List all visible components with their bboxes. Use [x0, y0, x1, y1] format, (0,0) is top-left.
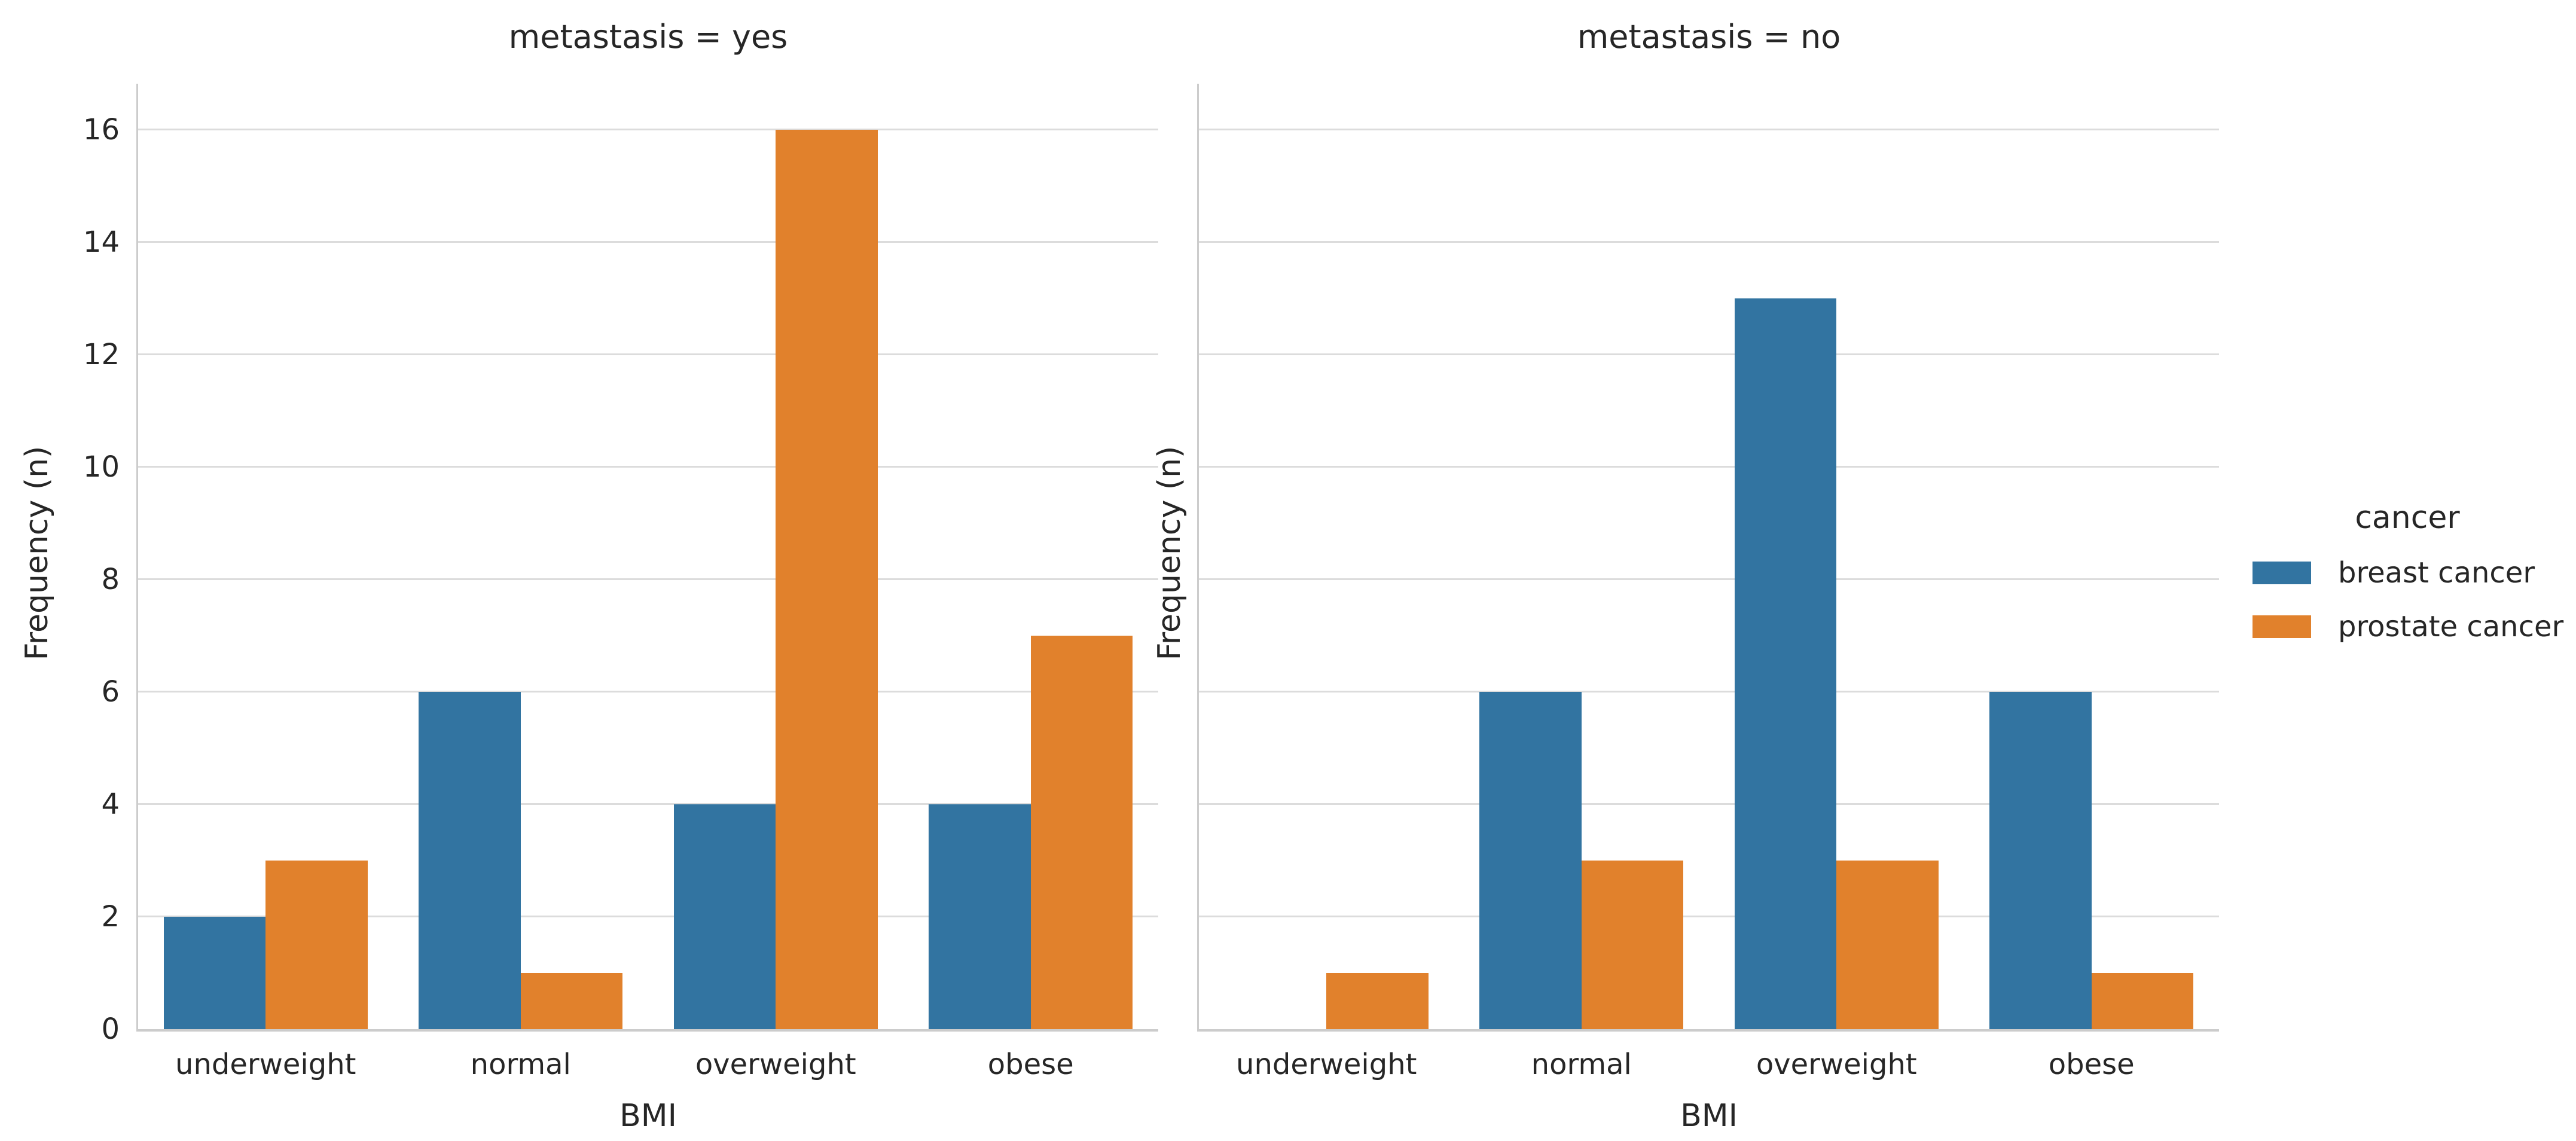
bar-prostate-cancer-normal	[1581, 861, 1684, 1029]
y-tick-label-6: 6	[101, 675, 120, 709]
bar-breast-cancer-underweight	[163, 917, 266, 1029]
y-tick-label-0: 0	[101, 1012, 120, 1046]
legend-swatch-prostate-cancer	[2253, 615, 2311, 638]
x-tick-label-normal: normal	[470, 1048, 571, 1081]
x-axis-label-left-panel: BMI	[619, 1098, 677, 1134]
facet-title-metastasis-no: metastasis = no	[1577, 18, 1841, 56]
plot-area-metastasis-yes	[136, 84, 1158, 1032]
bar-prostate-cancer-overweight	[776, 130, 878, 1029]
bar-prostate-cancer-normal	[520, 973, 623, 1029]
legend-swatch-breast-cancer	[2253, 562, 2311, 584]
x-tick-label-normal: normal	[1531, 1048, 1632, 1081]
x-tick-label-overweight: overweight	[1756, 1048, 1917, 1081]
grid-line-y-4	[1199, 803, 2219, 805]
legend-entry-prostate-cancer: prostate cancer	[2253, 609, 2563, 645]
y-tick-label-2: 2	[101, 900, 120, 933]
bar-prostate-cancer-overweight	[1836, 861, 1939, 1029]
bar-breast-cancer-overweight	[1734, 298, 1837, 1029]
bar-breast-cancer-normal	[419, 692, 521, 1029]
grid-line-y-4	[138, 803, 1158, 805]
facet-title-metastasis-yes: metastasis = yes	[508, 18, 788, 56]
bar-breast-cancer-obese	[1989, 692, 2092, 1029]
bar-prostate-cancer-underweight	[1326, 973, 1429, 1029]
legend-title: cancer	[2355, 500, 2460, 536]
grid-line-y-2	[138, 916, 1158, 917]
grid-line-y-6	[138, 691, 1158, 692]
x-tick-label-overweight: overweight	[695, 1048, 856, 1081]
grid-line-y-12	[138, 353, 1158, 355]
x-tick-label-underweight: underweight	[1236, 1048, 1417, 1081]
x-tick-label-underweight: underweight	[175, 1048, 356, 1081]
legend-entry-breast-cancer: breast cancer	[2253, 555, 2535, 591]
y-tick-label-14: 14	[83, 225, 120, 259]
bar-breast-cancer-overweight	[673, 804, 776, 1029]
bar-prostate-cancer-underweight	[265, 861, 368, 1029]
grid-line-y-8	[138, 578, 1158, 580]
plot-area-metastasis-no	[1197, 84, 2219, 1032]
bar-prostate-cancer-obese	[2091, 973, 2194, 1029]
x-tick-label-obese: obese	[2048, 1048, 2135, 1081]
y-tick-label-12: 12	[83, 338, 120, 371]
y-tick-label-10: 10	[83, 450, 120, 484]
legend-label-prostate-cancer: prostate cancer	[2338, 610, 2564, 643]
y-tick-label-16: 16	[83, 113, 120, 147]
y-tick-label-4: 4	[101, 788, 120, 821]
grid-line-y-10	[138, 466, 1158, 468]
grid-line-y-12	[1199, 353, 2219, 355]
grid-line-y-14	[138, 241, 1158, 243]
grid-line-y-16	[138, 129, 1158, 130]
grid-line-y-14	[1199, 241, 2219, 243]
legend-label-breast-cancer: breast cancer	[2338, 556, 2535, 590]
grid-line-y-16	[1199, 129, 2219, 130]
bar-breast-cancer-normal	[1479, 692, 1582, 1029]
x-tick-label-obese: obese	[987, 1048, 1074, 1081]
bar-breast-cancer-obese	[929, 804, 1031, 1029]
bar-prostate-cancer-obese	[1030, 636, 1133, 1029]
y-tick-label-8: 8	[101, 563, 120, 596]
grid-line-y-8	[1199, 578, 2219, 580]
grid-line-y-2	[1199, 916, 2219, 917]
grid-line-y-6	[1199, 691, 2219, 692]
x-axis-label-right-panel: BMI	[1680, 1098, 1738, 1134]
grid-line-y-10	[1199, 466, 2219, 468]
